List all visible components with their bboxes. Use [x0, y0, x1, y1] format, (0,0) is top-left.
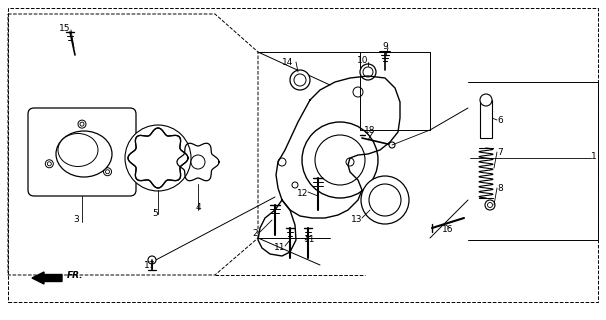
Circle shape: [389, 142, 395, 148]
Text: 7: 7: [497, 148, 503, 156]
Text: 5: 5: [152, 209, 158, 218]
Circle shape: [487, 203, 493, 207]
Circle shape: [294, 74, 306, 86]
Text: 16: 16: [442, 226, 454, 235]
Text: 10: 10: [358, 55, 368, 65]
Text: 15: 15: [59, 23, 71, 33]
Circle shape: [104, 168, 112, 176]
Text: FR.: FR.: [67, 271, 84, 281]
Text: 8: 8: [497, 183, 503, 193]
Circle shape: [290, 70, 310, 90]
Text: 1: 1: [591, 151, 597, 161]
Circle shape: [125, 125, 191, 191]
Circle shape: [485, 200, 495, 210]
Ellipse shape: [56, 131, 112, 177]
FancyBboxPatch shape: [28, 108, 136, 196]
Text: 14: 14: [282, 58, 294, 67]
Circle shape: [78, 120, 86, 128]
Circle shape: [191, 155, 205, 169]
Text: 3: 3: [73, 215, 79, 225]
Circle shape: [148, 256, 156, 264]
Text: 18: 18: [364, 125, 376, 134]
Circle shape: [45, 160, 53, 168]
Text: 11: 11: [304, 236, 316, 244]
Text: 2: 2: [252, 229, 258, 238]
Text: 11: 11: [275, 244, 286, 252]
Text: 12: 12: [298, 188, 308, 197]
Circle shape: [47, 162, 52, 166]
Ellipse shape: [58, 133, 98, 166]
Circle shape: [360, 64, 376, 80]
Circle shape: [480, 94, 492, 106]
Circle shape: [80, 122, 84, 126]
Circle shape: [361, 176, 409, 224]
Circle shape: [363, 67, 373, 77]
Text: 17: 17: [144, 260, 156, 269]
Bar: [480, 100, 492, 138]
Text: 9: 9: [382, 42, 388, 51]
Circle shape: [369, 184, 401, 216]
Text: 6: 6: [497, 116, 503, 124]
FancyArrow shape: [32, 272, 62, 284]
Text: 4: 4: [195, 204, 201, 212]
Text: 13: 13: [351, 215, 363, 225]
Circle shape: [105, 170, 110, 174]
